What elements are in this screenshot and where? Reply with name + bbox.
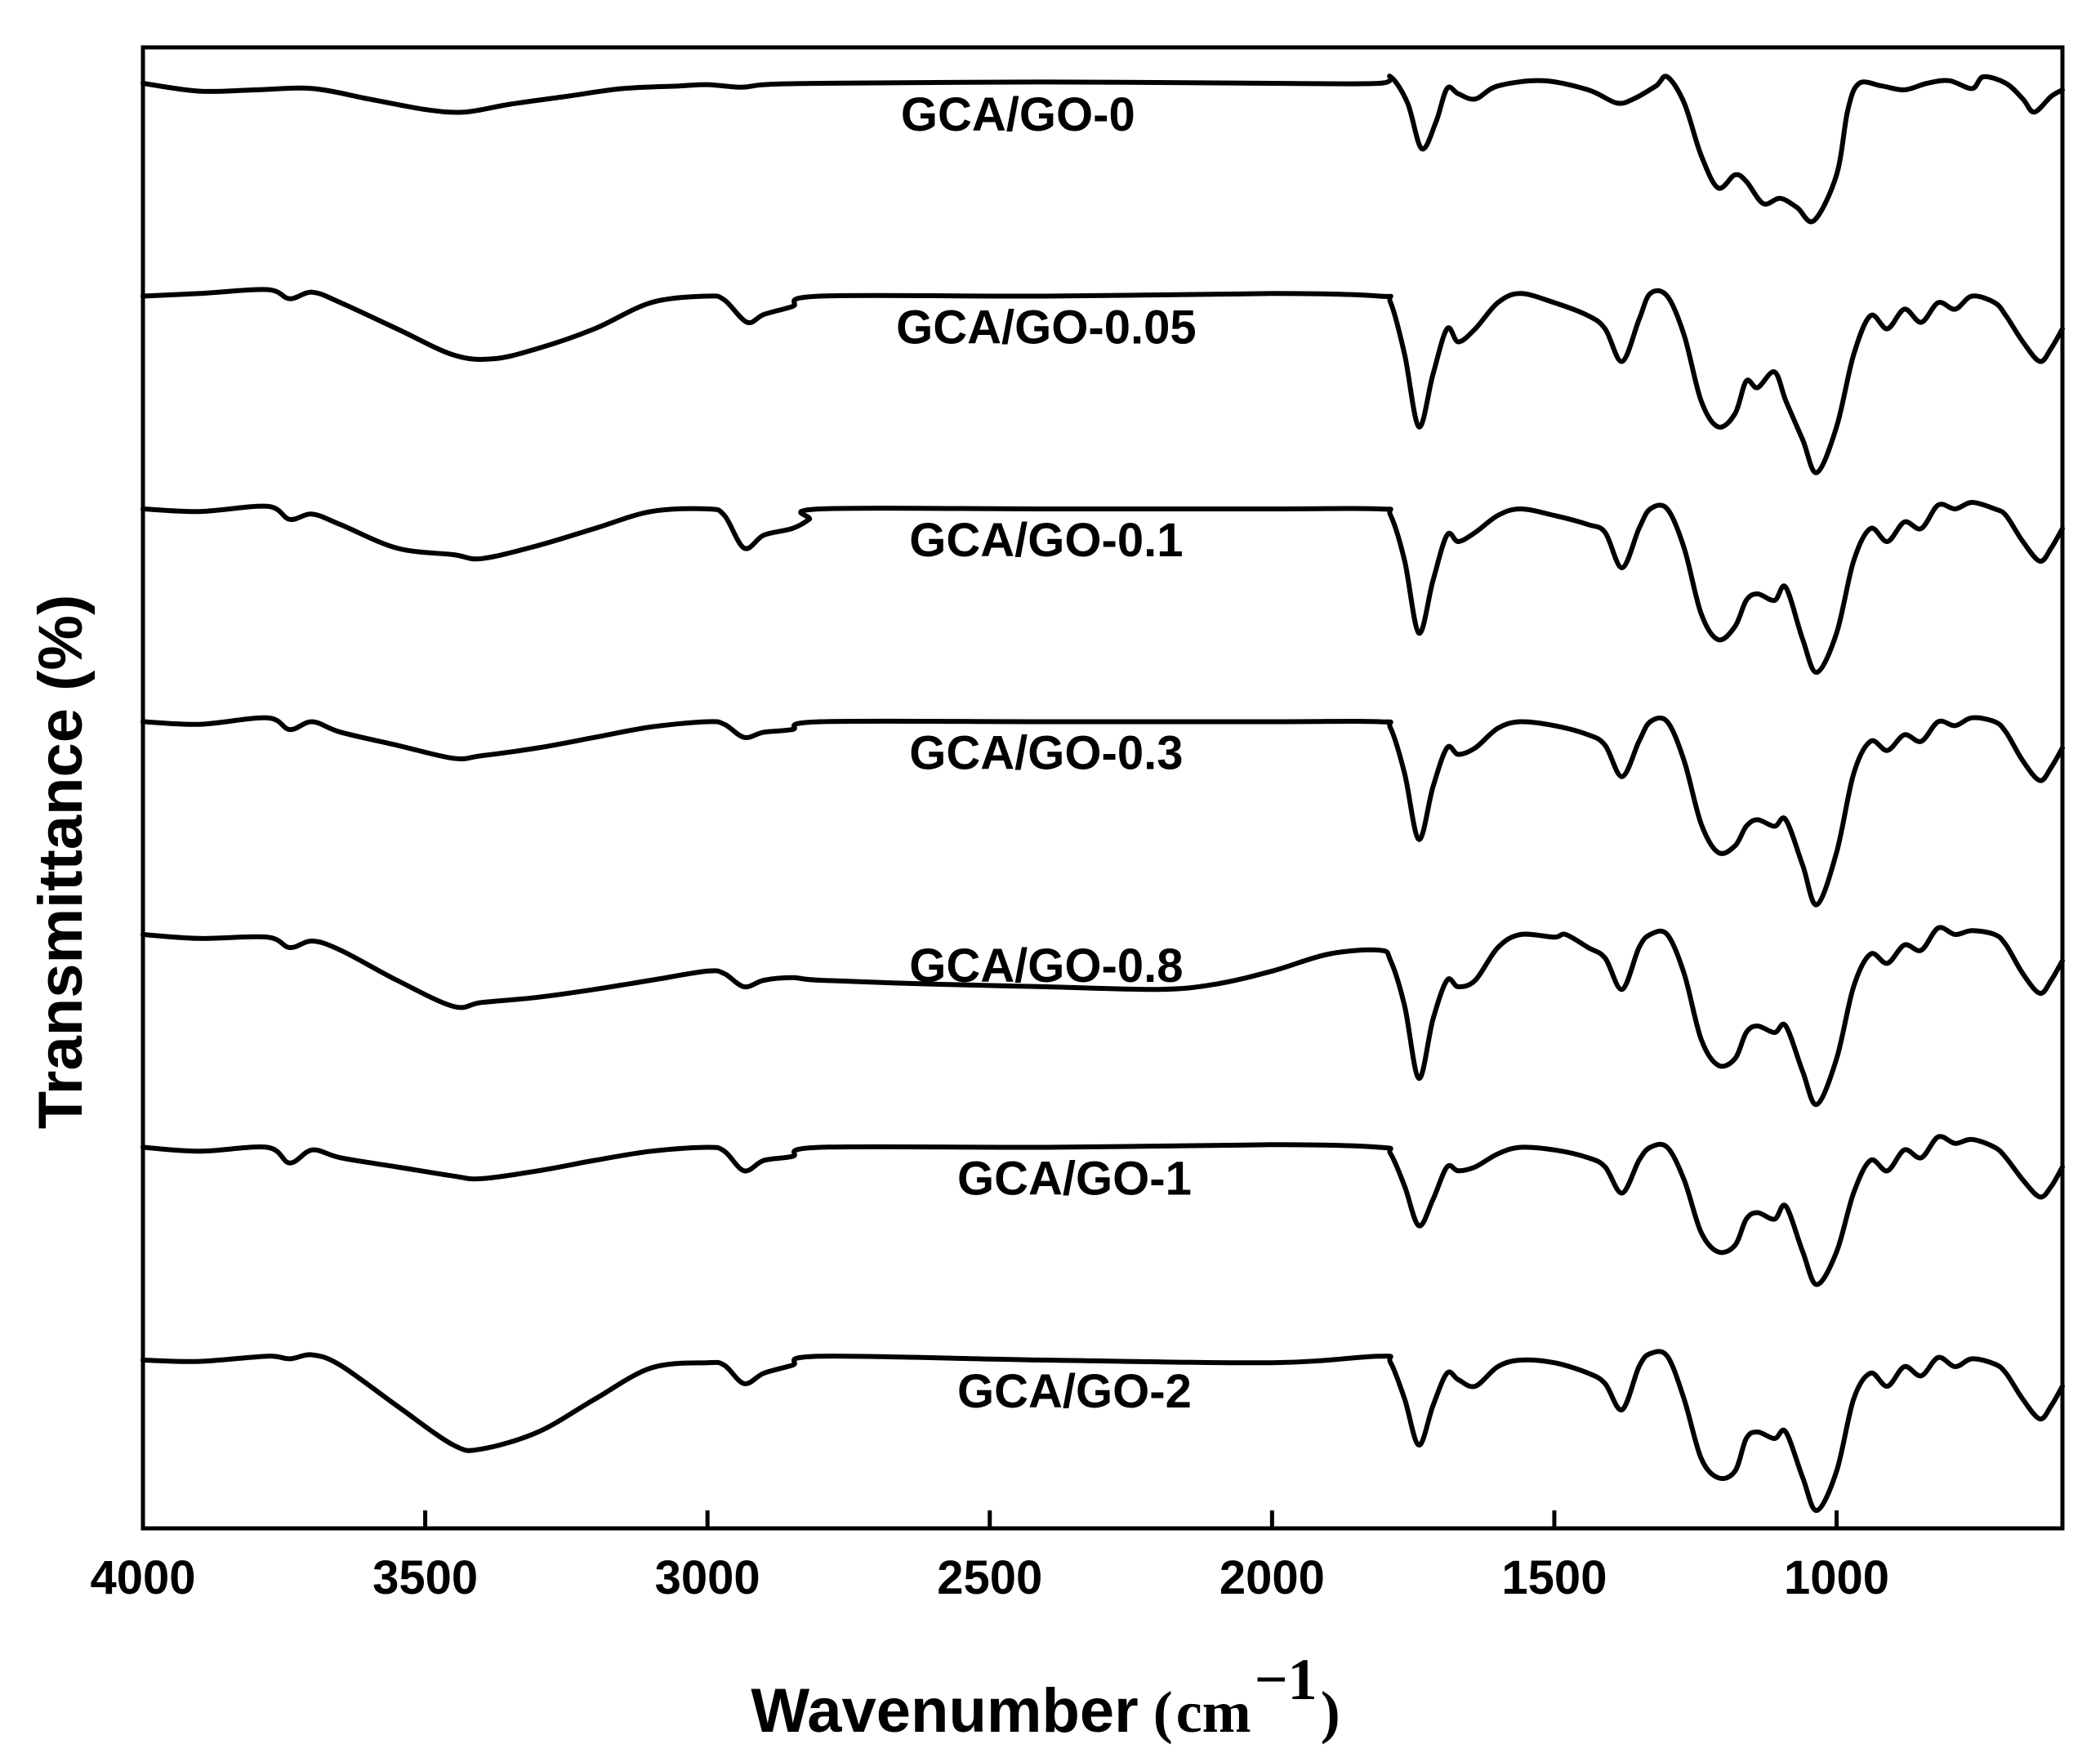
x-axis-unit-close: ): [1321, 1679, 1340, 1745]
x-tick-label-1000: 1000: [1784, 1551, 1889, 1604]
x-tick-label-3000: 3000: [655, 1551, 760, 1604]
x-axis-unit-superscript: −1: [1255, 1647, 1318, 1712]
x-tick-label-2500: 2500: [937, 1551, 1042, 1604]
x-axis-title: Wavenumber ( cm −1 ): [751, 1647, 1340, 1746]
spectrum-line-GCA/GO-2: [140, 1349, 2065, 1513]
series-label-GCA/GO-0.05: GCA/GO-0.05: [896, 301, 1196, 355]
spectrum-line-GCA/GO-0.3: [140, 715, 2065, 908]
spectrum-line-GCA/GO-0.8: [140, 925, 2065, 1107]
x-tick-label-4000: 4000: [90, 1551, 195, 1604]
series-label-GCA/GO-1: GCA/GO-1: [957, 1153, 1192, 1206]
series-label-GCA/GO-0.1: GCA/GO-0.1: [909, 514, 1183, 567]
series-labels-group: GCA/GO-0 GCA/GO-0.05 GCA/GO-0.1 GCA/GO-0.3 G…: [896, 88, 1196, 1418]
series-label-GCA/GO-0.8: GCA/GO-0.8: [909, 939, 1183, 993]
spectrum-line-GCA/GO-0.1: [140, 500, 2065, 675]
series-label-GCA/GO-0.3: GCA/GO-0.3: [909, 727, 1183, 780]
spectrum-line-GCA/GO-1: [140, 1134, 2065, 1287]
plot-frame: [140, 45, 2065, 1531]
spectrum-line-GCA/GO-0: [140, 74, 2065, 225]
y-axis-title: Transmittance (%): [26, 595, 96, 1130]
x-axis-unit-open: (: [1153, 1679, 1173, 1745]
series-label-GCA/GO-2: GCA/GO-2: [957, 1365, 1192, 1418]
x-axis-title-text: Wavenumber: [751, 1676, 1138, 1746]
x-axis-ticks: 4000 3500 3000 2500 2000 1500 1000: [90, 1510, 1889, 1604]
x-tick-label-2000: 2000: [1219, 1551, 1325, 1604]
x-tick-label-3500: 3500: [372, 1551, 478, 1604]
x-axis-unit-base: cm: [1176, 1679, 1251, 1745]
x-tick-label-1500: 1500: [1501, 1551, 1607, 1604]
series-label-GCA/GO-0: GCA/GO-0: [901, 88, 1135, 141]
spectrum-line-GCA/GO-0.05: [140, 287, 2065, 475]
spectra-group: [140, 74, 2065, 1513]
